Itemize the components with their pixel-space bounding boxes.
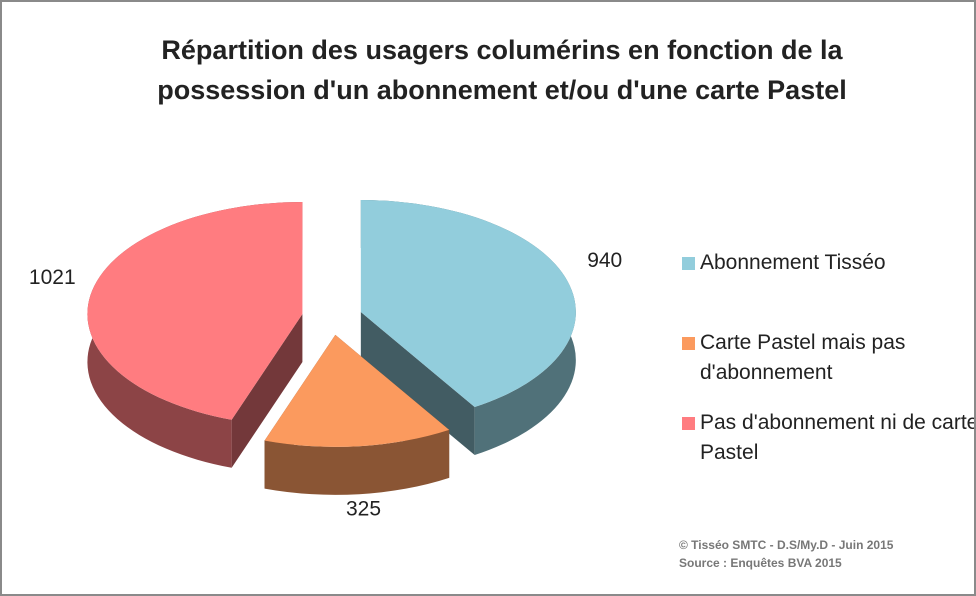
slice-top: [360, 200, 576, 408]
legend-label: Pas d'abonnement ni de carte Pastel: [700, 411, 976, 464]
legend-swatch: [682, 257, 695, 270]
slice-wall: [231, 313, 303, 468]
note: © Tisséo SMTC - D.S/My.D - Juin 2015: [679, 538, 894, 552]
legend-swatch: [682, 417, 695, 430]
slice: [360, 200, 576, 456]
note: Source : Enquêtes BVA 2015: [679, 556, 842, 570]
slice-top: [87, 201, 303, 420]
slice: [264, 334, 450, 495]
data-label: 325: [346, 498, 381, 521]
legend-entry: Pas d'abonnement ni de carte Pastel: [682, 408, 976, 468]
chart-title: Répartition des usagers columérins en fo…: [157, 35, 847, 105]
data-label: 1021: [29, 266, 76, 289]
legend-swatch: [682, 337, 695, 350]
slice-top: [264, 334, 450, 447]
data-label: 940: [587, 249, 622, 272]
slice-side: [264, 429, 450, 495]
legend-label: Carte Pastel mais pas d'abonnement: [700, 331, 906, 384]
slice-wall: [360, 312, 475, 456]
legend-entry: Carte Pastel mais pas d'abonnement: [682, 328, 974, 388]
slice: [87, 201, 303, 468]
legend-entry: Abonnement Tisséo: [682, 248, 974, 278]
legend-label: Abonnement Tisséo: [700, 251, 886, 274]
